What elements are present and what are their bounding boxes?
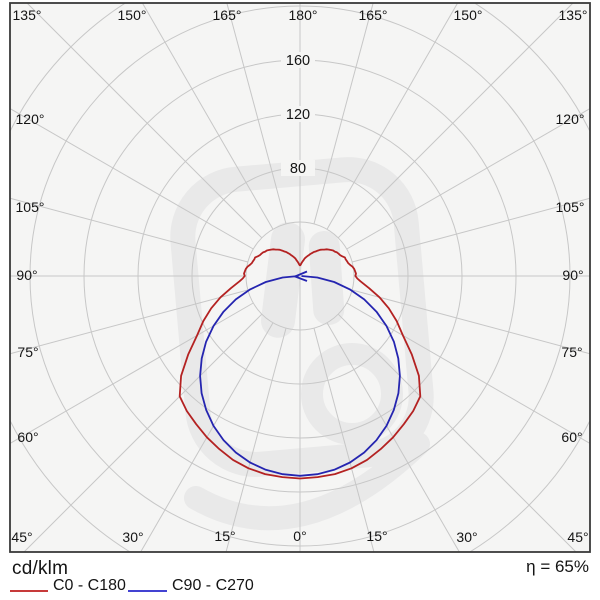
grid-radial-line: [313, 3, 374, 224]
grid-radial-line: [326, 3, 459, 230]
angle-label: 150°: [118, 7, 147, 23]
angle-label: 15°: [366, 528, 387, 544]
grid-radial-line: [346, 108, 590, 250]
angle-label: 105°: [556, 199, 585, 215]
ring-label-halo: [281, 160, 315, 176]
grid-radial-line: [352, 289, 590, 355]
angle-label: 165°: [359, 7, 388, 23]
grid-radial-line: [226, 3, 287, 224]
angle-label: 75°: [561, 344, 582, 360]
angle-label: 75°: [17, 344, 38, 360]
angle-label: 90°: [16, 267, 37, 283]
grid-radial-line: [10, 289, 248, 355]
ring-value-label: 160: [286, 53, 310, 69]
angle-label: 30°: [456, 529, 477, 545]
angle-label: 165°: [213, 7, 242, 23]
curve-start-arrow-icon: [292, 270, 308, 282]
angle-label: 135°: [13, 7, 42, 23]
angle-label: 60°: [17, 429, 38, 445]
angle-label: 120°: [556, 111, 585, 127]
plot-border: [9, 2, 591, 553]
angle-label: 90°: [562, 267, 583, 283]
curve-c0-c180: [178, 248, 422, 480]
legend-swatch-c0-c180: [10, 590, 48, 593]
grid-radial-line: [10, 108, 254, 250]
unit-label: cd/klm: [12, 558, 69, 579]
legend-swatch-c90-c270: [128, 590, 167, 593]
grid-radial-line: [26, 3, 263, 239]
curve-c90-c270: [199, 275, 401, 477]
grid-radial-line: [337, 313, 577, 552]
ring-value-label: 120: [286, 107, 310, 123]
grid-radial-line: [10, 197, 248, 263]
angle-label: 45°: [11, 529, 32, 545]
angle-label: 135°: [559, 7, 588, 23]
ring-label-halo: [281, 52, 315, 68]
angle-label: 120°: [16, 111, 45, 127]
ring-label-halo: [281, 106, 315, 122]
angle-label: 180°: [289, 7, 318, 23]
angle-label: 0°: [293, 528, 306, 544]
angle-label: 105°: [16, 199, 45, 215]
grid-radial-line: [225, 328, 287, 552]
angle-label: 30°: [122, 529, 143, 545]
grid-radial-line: [337, 3, 574, 239]
grid-radial-line: [141, 3, 274, 230]
angle-label: 150°: [454, 7, 483, 23]
angle-label: 45°: [567, 529, 588, 545]
grid-radial-line: [313, 328, 375, 552]
ring-value-label: 80: [290, 161, 306, 177]
angle-label: 60°: [561, 429, 582, 445]
legend-label-c0-c180: C0 - C180: [53, 577, 126, 594]
legend-label-c90-c270: C90 - C270: [172, 577, 254, 594]
grid-radial-line: [23, 313, 263, 552]
efficiency-value: η = 65%: [526, 557, 589, 576]
angle-label: 15°: [214, 528, 235, 544]
grid-radial-line: [352, 197, 590, 263]
